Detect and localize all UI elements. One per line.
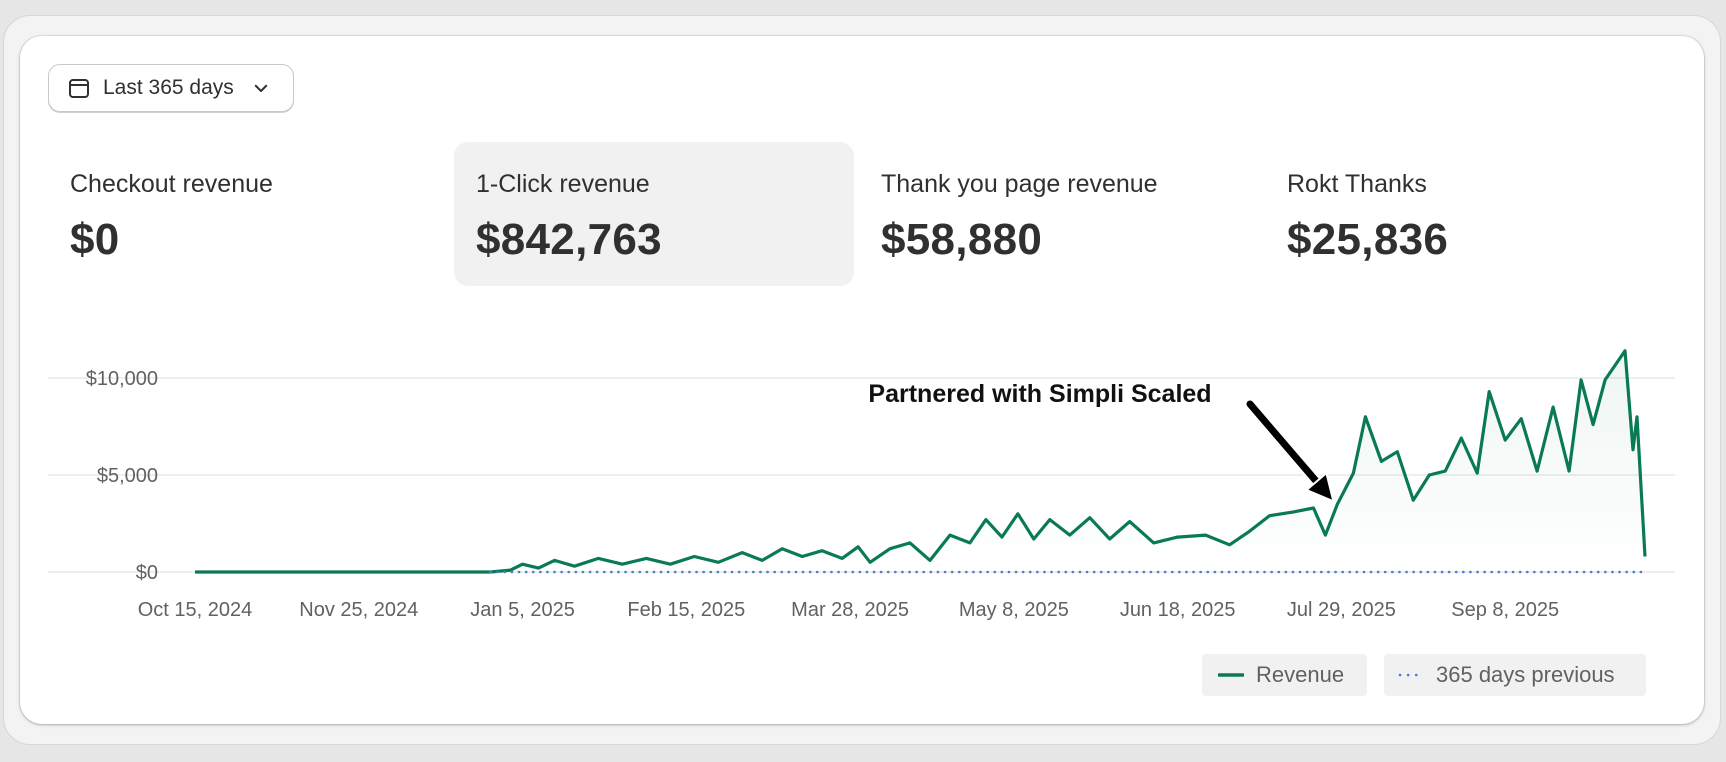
x-tick-label: Sep 8, 2025 [1451,599,1559,621]
x-tick-label: Oct 15, 2024 [138,599,253,621]
annotation-arrow-shaft [1246,400,1321,486]
analytics-card [20,36,1704,724]
annotation-label: Partnered with Simpli Scaled [868,380,1211,408]
y-tick-label: $5,000 [97,465,158,487]
metric-value: $0 [70,215,120,264]
chevron-down-icon [254,84,267,92]
calendar-icon [69,79,89,98]
legend-revenue-label: Revenue [1256,662,1345,687]
metric-label: Thank you page revenue [881,170,1158,198]
x-tick-label: Feb 15, 2025 [627,599,745,621]
metric-label: Rokt Thanks [1287,170,1427,198]
metric-value: $842,763 [476,215,662,264]
y-tick-label: $0 [136,562,158,584]
metric-value: $58,880 [881,215,1043,264]
legend-previous-label: 365 days previous [1436,662,1615,687]
series-area-revenue [195,350,1645,572]
metric-label: Checkout revenue [70,170,273,198]
metric-checkout-revenue[interactable]: Checkout revenue $0 [48,142,448,286]
metric-label: 1-Click revenue [476,170,650,198]
x-tick-label: Jul 29, 2025 [1287,599,1396,621]
dotted-line-swatch-icon [1398,673,1424,677]
date-range-button[interactable]: Last 365 days [48,64,294,112]
date-range-label: Last 365 days [103,76,234,99]
x-tick-label: Jan 5, 2025 [470,599,575,621]
y-tick-label: $10,000 [86,368,158,390]
annotation-arrow-head [1305,472,1335,503]
legend-previous-period[interactable]: 365 days previous [1384,654,1646,696]
legend-revenue[interactable]: Revenue [1202,654,1367,696]
metric-thank-you-page-revenue[interactable]: Thank you page revenue $58,880 [859,142,1259,286]
metric-one-click-revenue[interactable]: 1-Click revenue $842,763 [454,142,854,286]
x-tick-label: May 8, 2025 [959,599,1069,621]
x-tick-label: Jun 18, 2025 [1120,599,1236,621]
metric-value: $25,836 [1287,215,1449,264]
x-tick-label: Nov 25, 2024 [299,599,418,621]
series-line-revenue [195,349,1647,574]
x-tick-label: Mar 28, 2025 [791,599,909,621]
solid-line-swatch-icon [1218,673,1244,677]
metric-rokt-thanks[interactable]: Rokt Thanks $25,836 [1265,142,1665,286]
